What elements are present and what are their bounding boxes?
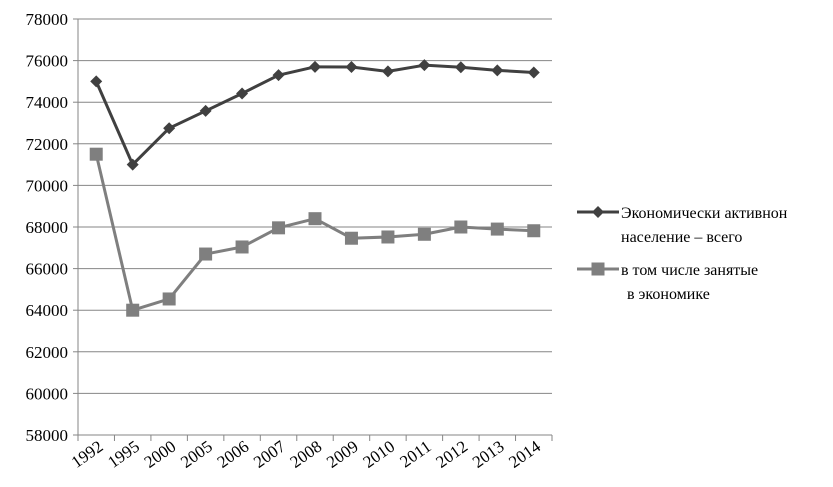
legend-label-line1: в том числе занятые <box>621 262 758 279</box>
y-tick-label: 78000 <box>26 10 69 29</box>
y-tick-label: 72000 <box>26 135 69 154</box>
legend-label-line2: население – всего <box>621 229 742 246</box>
data-point-diamond <box>199 104 212 117</box>
x-tick-label: 2013 <box>469 437 508 472</box>
data-point-diamond <box>345 61 358 74</box>
series-line <box>94 63 534 167</box>
data-point-diamond <box>163 122 176 135</box>
data-point-square <box>199 247 213 261</box>
data-point-square <box>162 292 176 306</box>
data-point-square <box>308 212 322 226</box>
x-tick-label: 1992 <box>68 437 107 472</box>
series-line <box>94 153 534 312</box>
data-point-square <box>417 227 431 241</box>
x-tick-label: 2011 <box>396 437 434 472</box>
data-point-diamond <box>491 64 504 77</box>
legend-label-line2: в экономике <box>627 286 710 303</box>
x-tick-label: 2012 <box>432 437 471 472</box>
y-tick-label: 68000 <box>26 218 69 237</box>
data-point-diamond <box>418 59 431 72</box>
y-tick-label: 70000 <box>26 176 69 195</box>
data-point-square <box>381 230 395 244</box>
data-point-square <box>344 231 358 245</box>
legend: Экономически активнон население – всего в … <box>577 205 788 303</box>
legend-entry-2: в том числе занятые в экономике <box>577 262 758 303</box>
y-tick-labels: 58000 60000 62000 64000 66000 68000 70000 72000… <box>26 10 69 445</box>
data-point-square <box>527 224 541 238</box>
axes <box>73 18 553 441</box>
legend-label-line1: Экономически активнон <box>621 205 788 222</box>
y-tick-label: 62000 <box>26 343 69 362</box>
y-tick-label: 76000 <box>26 52 69 71</box>
y-tick-label: 64000 <box>26 301 69 320</box>
data-point-diamond <box>454 61 467 74</box>
gridlines <box>78 18 552 394</box>
y-tick-label: 58000 <box>26 426 69 445</box>
legend-marker-square <box>591 262 605 276</box>
data-point-square <box>490 222 504 236</box>
x-tick-label: 2014 <box>505 436 544 471</box>
x-tick-label: 2000 <box>141 437 180 472</box>
x-tick-label: 2007 <box>250 436 289 471</box>
y-tick-label: 74000 <box>26 93 69 112</box>
legend-marker-diamond <box>592 206 604 218</box>
x-tick-label: 2009 <box>323 437 362 472</box>
data-point-diamond <box>381 65 394 78</box>
x-tick-label: 2005 <box>177 437 216 472</box>
x-tick-label: 1995 <box>104 437 143 472</box>
data-point-square <box>235 240 249 254</box>
legend-entry-1: Экономически активнон население – всего <box>577 205 788 246</box>
data-point-square <box>126 303 140 317</box>
data-point-diamond <box>272 69 285 82</box>
data-point-diamond <box>236 87 249 100</box>
data-point-square <box>454 220 468 234</box>
data-point-diamond <box>309 60 321 73</box>
y-tick-label: 60000 <box>26 384 69 403</box>
series-1 <box>90 59 540 171</box>
x-tick-labels: 1992199520002005200620072008200920102011… <box>68 436 545 471</box>
data-point-diamond <box>527 66 540 79</box>
x-tick-label: 2006 <box>214 437 253 472</box>
data-point-square <box>89 147 103 161</box>
data-point-diamond <box>90 75 103 88</box>
x-tick-label: 2008 <box>287 437 326 472</box>
series-group <box>89 59 541 317</box>
y-tick-label: 66000 <box>26 260 69 279</box>
x-tick-label: 2010 <box>359 437 398 472</box>
series-2 <box>89 147 541 317</box>
data-point-diamond <box>126 158 139 171</box>
data-point-square <box>272 221 286 235</box>
